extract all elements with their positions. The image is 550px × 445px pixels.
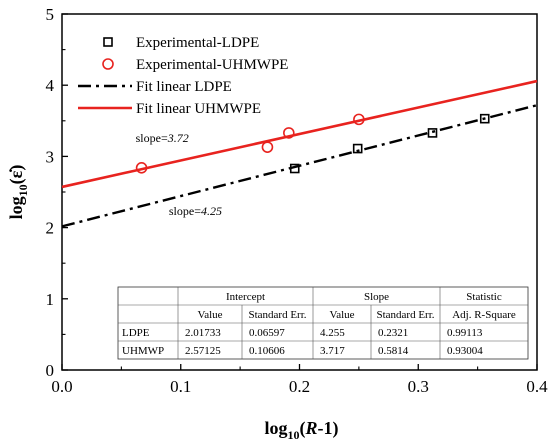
legend-label: Experimental-UHMWPE	[136, 57, 288, 73]
table-cell: 0.06597	[249, 327, 285, 339]
table-cell: 2.01733	[185, 327, 221, 339]
plot-area: 0.0 0.1 0.2 0.3 0.4 0 1 2 3 4 5 slope=3.72 slope=4.2…	[46, 5, 549, 396]
x-tick-label: 0.2	[289, 377, 310, 396]
stats-table: Intercept Slope Statistic Value Standard Err…	[117, 286, 529, 360]
data-point	[479, 113, 490, 124]
x-tick-label: 0.1	[170, 377, 191, 396]
table-subheader: Standard Err.	[248, 309, 306, 321]
table-group-header: Intercept	[226, 291, 265, 303]
legend-label: Fit linear LDPE	[136, 79, 232, 95]
y-tick-label: 0	[46, 361, 55, 380]
x-tick-label: 0.4	[526, 377, 548, 396]
table-subheader: Value	[329, 309, 354, 321]
y-axis-title: log10(ε̇)	[6, 165, 30, 220]
slope-annotation: slope=3.72	[136, 131, 189, 145]
x-axis-title: log10(R-1)	[264, 418, 338, 442]
table-cell: 0.5814	[378, 345, 409, 357]
legend-label: Experimental-LDPE	[136, 35, 259, 51]
table-cell: 0.93004	[447, 345, 483, 357]
table-cell: 4.255	[320, 327, 345, 339]
table-cell: 2.57125	[185, 345, 221, 357]
legend-marker	[103, 37, 113, 47]
data-point	[352, 143, 363, 154]
table-cell: 0.99113	[447, 327, 483, 339]
table-group-header: Slope	[364, 291, 389, 303]
y-tick-label: 2	[46, 219, 55, 238]
x-tick-label: 0.3	[408, 377, 429, 396]
table-cell: 3.717	[320, 345, 345, 357]
table-cell: 0.10606	[249, 345, 285, 357]
data-point	[427, 128, 438, 138]
table-subheader: Adj. R-Square	[452, 309, 516, 321]
table-group-header: Statistic	[466, 291, 502, 303]
y-tick-label: 3	[46, 147, 55, 166]
slope-annotation: slope=4.25	[169, 204, 222, 218]
table-row-label: LDPE	[122, 327, 150, 339]
table-subheader: Standard Err.	[376, 309, 434, 321]
legend-marker	[102, 58, 114, 70]
fit-line	[61, 79, 538, 189]
y-tick-label: 1	[46, 290, 55, 309]
table-subheader: Value	[197, 309, 222, 321]
data-point	[283, 127, 295, 139]
data-point	[135, 161, 148, 174]
x-tick-label: 0.0	[51, 377, 72, 396]
table-row-label: UHMWP	[122, 345, 164, 357]
data-point	[261, 141, 274, 153]
y-tick-label: 5	[46, 5, 55, 24]
table-cell: 0.2321	[378, 327, 408, 339]
data-point	[353, 113, 365, 126]
y-tick-label: 4	[46, 76, 55, 95]
legend-label: Fit linear UHMWPE	[136, 101, 261, 117]
data-point	[289, 163, 300, 174]
